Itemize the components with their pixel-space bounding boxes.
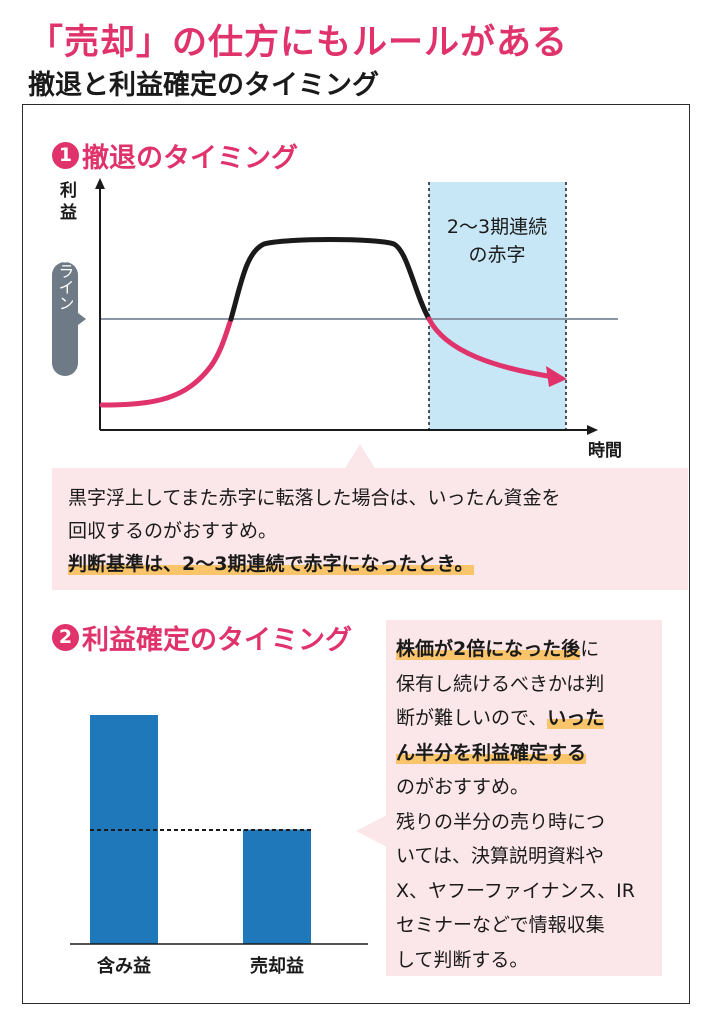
zone-label-line2: の赤字 [468, 244, 525, 266]
bubble2-l1-tail: に [580, 638, 600, 660]
bar-category-label-1: 売却益 [250, 955, 304, 977]
exit-explanation-bubble: 黒字浮上してまた赤字に転落した場合は、いったん資金を 回収するのがおすすめ。 判… [52, 468, 688, 590]
loss-zone [429, 182, 566, 429]
page-title: 「売却」の仕方にもルールがある [28, 23, 569, 63]
y-axis-label-2: 益 [60, 202, 77, 223]
bar-category-label-0: 含み益 [97, 955, 151, 977]
bubble2-l4: ん半分を利益確定する [396, 741, 587, 764]
profit-taking-chart: 含み益 売却益 [70, 715, 368, 977]
zone-label-line1: 2〜3期連続 [447, 216, 547, 238]
exit-timing-chart: 2〜3期連続 の赤字 利 益 時間 赤字ライン [52, 178, 622, 461]
bubble2-l1: 株価が2倍になった後 [396, 638, 581, 660]
bubble2-l3b: いった [547, 707, 605, 729]
y-axis-arrow [95, 178, 105, 189]
bubble2-l6: 残りの半分の売り時につ [396, 810, 606, 833]
trend-arrowhead [546, 366, 567, 387]
bubble1-line2: 回収するのがおすすめ。 [68, 520, 278, 542]
bubble1-tail [344, 444, 376, 470]
profit-curve-loss-before [99, 316, 234, 408]
red-line-label-pill [52, 262, 78, 376]
red-line-label: 赤字ライン [56, 231, 75, 311]
bubble2-l8: X、ヤフーファイナンス、IR [396, 879, 635, 902]
section1-heading: 1 撤退のタイミング [52, 136, 298, 175]
bubble2-l10: して判断する。 [396, 948, 529, 971]
profit-curve-profit [228, 237, 432, 322]
x-axis-arrow [587, 425, 598, 435]
bubble2-l3a: 断が難しいので、 [396, 707, 548, 729]
section1-number: 1 [52, 142, 79, 169]
bubble2-l5: のがおすすめ。 [396, 776, 530, 798]
section2-number: 2 [52, 624, 79, 651]
bubble2-l7: いては、決算説明資料や [396, 845, 605, 867]
profit-curve-loss-after [426, 316, 557, 380]
bubble2-tail [356, 815, 387, 847]
bubble1-criterion: 判断基準は、2〜3期連続で赤字になったとき。 [68, 553, 474, 575]
section2-title: 利益確定のタイミング [82, 625, 352, 656]
bubble2-l2: 保有し続けるべきかは判 [396, 672, 605, 695]
x-axis-label: 時間 [588, 440, 622, 461]
profit-taking-bubble: 株価が2倍になった後に 保有し続けるべきかは判 断が難しいので、いった ん半分を… [386, 620, 662, 976]
section2-heading: 2 利益確定のタイミング [52, 618, 352, 657]
bubble2-l9: セミナーなどで情報収集 [396, 914, 605, 936]
bubble1-line1: 黒字浮上してまた赤字に転落した場合は、いったん資金を [68, 487, 561, 509]
bar-1 [243, 829, 311, 944]
y-axis-label-1: 利 [60, 180, 77, 201]
red-line-label-pointer [78, 313, 86, 325]
section1-title: 撤退のタイミング [82, 143, 298, 174]
page-subtitle: 撤退と利益確定のタイミング [28, 70, 379, 101]
